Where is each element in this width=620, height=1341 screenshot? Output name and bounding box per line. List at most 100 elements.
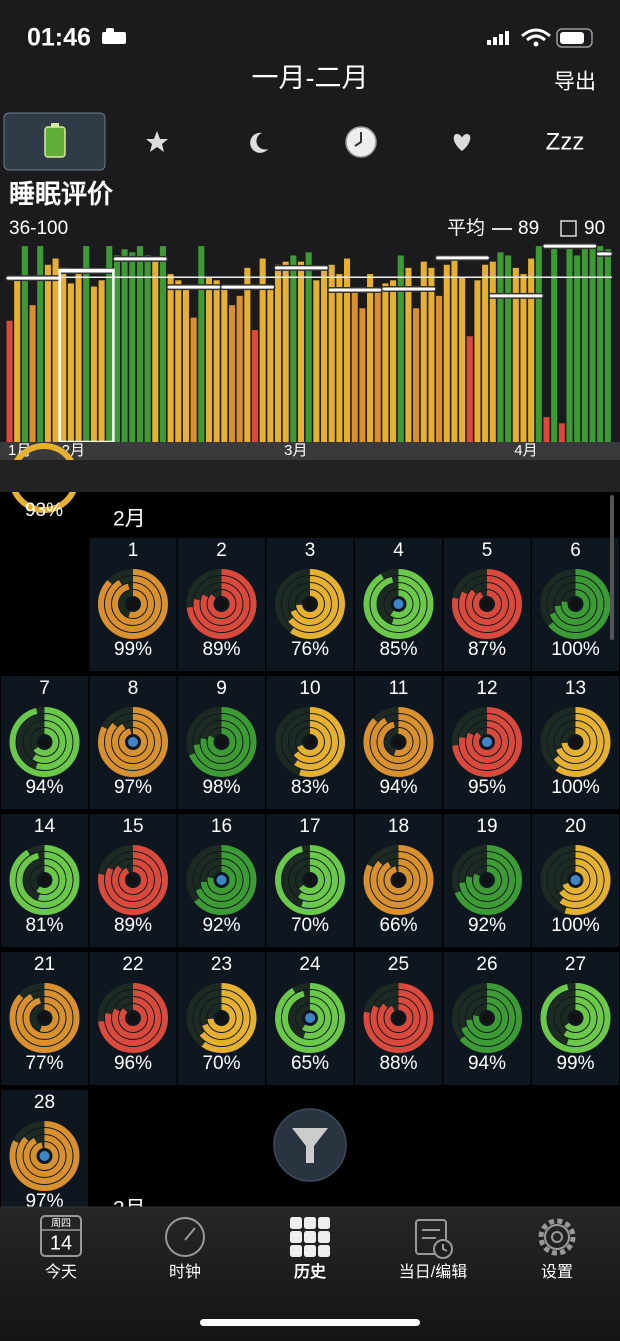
history-cell[interactable]	[290, 1217, 302, 1229]
day-percent[interactable]: 77%	[25, 1053, 63, 1074]
history-cell[interactable]	[304, 1231, 316, 1243]
day-number[interactable]: 26	[476, 954, 497, 975]
month-label: 3月	[284, 442, 307, 459]
today-date[interactable]: 14	[50, 1232, 72, 1254]
day-percent[interactable]: 70%	[291, 915, 329, 936]
day-number[interactable]: 23	[211, 954, 232, 975]
today-icon[interactable]	[40, 1215, 82, 1257]
day-number[interactable]: 27	[565, 954, 586, 975]
history-cell[interactable]	[318, 1231, 330, 1243]
day-percent[interactable]: 88%	[379, 1053, 417, 1074]
header-title: 一月-二月	[252, 63, 369, 93]
star-tab[interactable]	[146, 131, 168, 152]
clock-tab[interactable]	[345, 126, 377, 158]
ring	[275, 707, 345, 777]
day-percent[interactable]: 94%	[379, 777, 417, 798]
settings-icon[interactable]	[538, 1218, 576, 1256]
bar	[251, 330, 259, 442]
day-percent[interactable]: 85%	[379, 639, 417, 660]
day-percent[interactable]: 81%	[25, 915, 63, 936]
ring	[98, 845, 168, 915]
day-number[interactable]: 4	[393, 540, 404, 561]
history-cell[interactable]	[318, 1217, 330, 1229]
history-cell[interactable]	[318, 1245, 330, 1257]
day-percent[interactable]: 95%	[468, 777, 506, 798]
day-number[interactable]: 1	[128, 540, 139, 561]
day-number[interactable]: 18	[388, 816, 409, 837]
day-percent[interactable]: 66%	[379, 915, 417, 936]
day-percent[interactable]: 99%	[556, 1053, 594, 1074]
day-percent[interactable]: 92%	[202, 915, 240, 936]
day-number[interactable]: 13	[565, 678, 586, 699]
average-value: 89	[518, 218, 539, 239]
day-number[interactable]: 2	[216, 540, 227, 561]
day-percent[interactable]: 100%	[551, 777, 600, 798]
tab-label[interactable]: 当日/编辑	[399, 1263, 467, 1281]
edit-icon[interactable]	[415, 1219, 453, 1259]
day-percent[interactable]: 65%	[291, 1053, 329, 1074]
day-number[interactable]: 14	[34, 816, 56, 837]
filter-button[interactable]	[273, 1108, 347, 1182]
battery-tab-icon[interactable]	[44, 123, 66, 158]
day-percent[interactable]: 87%	[468, 639, 506, 660]
day-number[interactable]: 10	[299, 678, 320, 699]
day-percent[interactable]: 100%	[551, 915, 600, 936]
tab-label[interactable]: 时钟	[169, 1263, 201, 1281]
day-number[interactable]: 15	[122, 816, 143, 837]
tab-label[interactable]: 历史	[294, 1262, 327, 1281]
day-number[interactable]: 11	[389, 678, 409, 699]
ring	[452, 983, 522, 1053]
day-number[interactable]: 21	[34, 954, 55, 975]
day-percent[interactable]: 96%	[114, 1053, 152, 1074]
day-number[interactable]: 8	[128, 678, 139, 699]
day-percent[interactable]: 100%	[551, 639, 600, 660]
day-percent[interactable]: 70%	[202, 1053, 240, 1074]
ring	[98, 983, 168, 1053]
day-number[interactable]: 20	[565, 816, 586, 837]
ring	[186, 845, 257, 915]
today-weekday[interactable]: 周四	[51, 1218, 71, 1230]
day-percent[interactable]: 98%	[202, 777, 240, 798]
history-cell[interactable]	[290, 1245, 302, 1257]
heart-tab[interactable]	[453, 134, 471, 151]
history-cell[interactable]	[304, 1217, 316, 1229]
export-button[interactable]: 导出	[554, 71, 596, 94]
day-number[interactable]: 6	[570, 540, 581, 561]
day-number[interactable]: 19	[476, 816, 497, 837]
ring	[16, 1128, 73, 1184]
day-number[interactable]: 3	[305, 540, 316, 561]
day-number[interactable]: 22	[122, 954, 143, 975]
history-cell[interactable]	[304, 1245, 316, 1257]
day-percent[interactable]: 89%	[202, 639, 240, 660]
tab-label[interactable]: 设置	[541, 1263, 573, 1281]
day-percent[interactable]: 92%	[468, 915, 506, 936]
zzz-tab[interactable]: Zzz	[546, 128, 585, 155]
day-percent[interactable]: 94%	[25, 777, 63, 798]
ring-center	[570, 599, 581, 609]
ring	[207, 866, 236, 894]
day-percent[interactable]: 76%	[291, 639, 329, 660]
day-number[interactable]: 28	[34, 1092, 55, 1113]
day-number[interactable]: 17	[299, 816, 320, 837]
day-percent[interactable]: 97%	[114, 777, 152, 798]
history-icon[interactable]	[290, 1217, 330, 1257]
day-number[interactable]: 16	[211, 816, 232, 837]
bar	[551, 246, 558, 442]
moon-tab[interactable]	[250, 132, 268, 153]
clock-icon[interactable]	[165, 1217, 205, 1257]
bar	[121, 249, 128, 442]
sleep-rings	[9, 1121, 80, 1191]
day-number[interactable]: 5	[482, 540, 493, 561]
day-number[interactable]: 7	[39, 678, 50, 699]
history-cell[interactable]	[290, 1231, 302, 1243]
day-percent[interactable]: 94%	[468, 1053, 506, 1074]
tab-labels: 今天 时钟 历史 当日/编辑 设置	[45, 1262, 573, 1281]
day-number[interactable]: 9	[216, 678, 227, 699]
day-number[interactable]: 12	[476, 678, 497, 699]
day-percent[interactable]: 99%	[114, 639, 152, 660]
day-number[interactable]: 25	[388, 954, 409, 975]
tab-label[interactable]: 今天	[45, 1263, 77, 1281]
day-percent[interactable]: 89%	[114, 915, 152, 936]
day-percent[interactable]: 83%	[291, 777, 329, 798]
day-number[interactable]: 24	[299, 954, 321, 975]
